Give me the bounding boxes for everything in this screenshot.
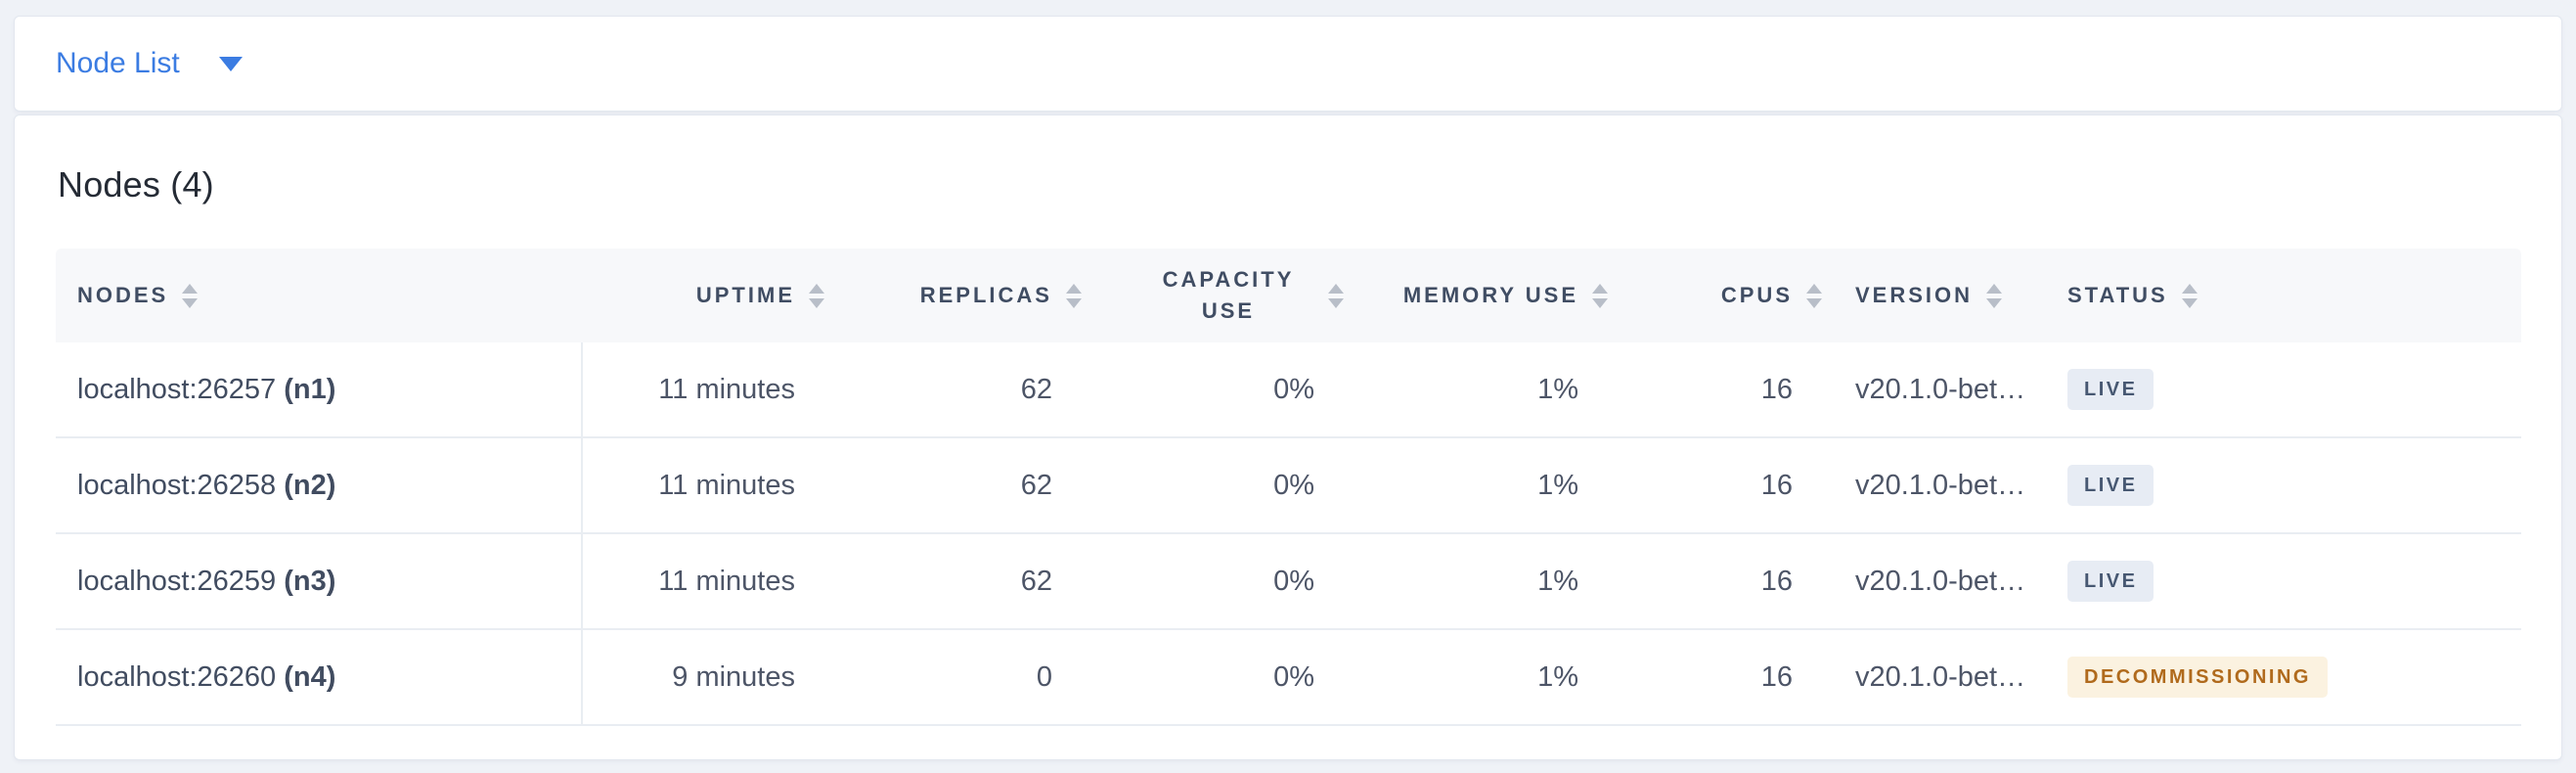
replicas-cell: 62 <box>824 534 1082 630</box>
nodes-table: NODES UPTIME REPLICAS CAPACITY USE MEMORY US… <box>56 249 2521 726</box>
sort-up-arrow-icon <box>1806 283 1822 294</box>
memory_use-cell: 1% <box>1344 630 1608 726</box>
cpus-cell: 16 <box>1608 630 1822 726</box>
sort-icon[interactable] <box>809 283 824 308</box>
node-address: localhost:26259 <box>77 565 285 597</box>
node-name-cell[interactable]: localhost:26257 (n1) <box>56 342 583 438</box>
sort-down-arrow-icon <box>2181 297 2198 308</box>
sort-down-arrow-icon <box>1066 297 1082 308</box>
column-label-capacity_use: CAPACITY USE <box>1162 267 1295 323</box>
column-header-cpus[interactable]: CPUS <box>1608 249 1822 342</box>
node-id: (n2) <box>284 469 336 501</box>
column-header-version[interactable]: VERSION <box>1822 249 2034 342</box>
sort-up-arrow-icon <box>182 283 199 294</box>
column-header-status[interactable]: STATUS <box>2034 249 2521 342</box>
sort-icon[interactable] <box>182 283 199 308</box>
sort-icon[interactable] <box>1328 283 1344 308</box>
node-name-cell[interactable]: localhost:26260 (n4) <box>56 630 583 726</box>
status-cell: LIVE <box>2034 534 2521 630</box>
uptime-cell: 11 minutes <box>583 342 824 438</box>
sort-up-arrow-icon <box>1328 283 1344 294</box>
column-label-status: STATUS <box>2067 283 2168 308</box>
memory_use-cell: 1% <box>1344 438 1608 534</box>
node-row[interactable]: localhost:26258 (n2) 11 minutes 62 0% 1% 16 v2… <box>56 438 2521 534</box>
sort-down-arrow-icon <box>182 297 199 308</box>
replicas-cell: 62 <box>824 342 1082 438</box>
sort-icon[interactable] <box>2181 283 2198 308</box>
status-badge: DECOMMISSIONING <box>2067 657 2328 698</box>
version-cell: v20.1.0-bet… <box>1822 438 2034 534</box>
column-header-memory_use[interactable]: MEMORY USE <box>1344 249 1608 342</box>
version-cell: v20.1.0-bet… <box>1822 630 2034 726</box>
column-label-replicas: REPLICAS <box>919 283 1052 308</box>
sort-icon[interactable] <box>1592 283 1608 308</box>
node-id: (n3) <box>284 565 336 597</box>
capacity_use-cell: 0% <box>1082 534 1344 630</box>
sort-up-arrow-icon <box>809 283 824 294</box>
sort-down-arrow-icon <box>809 297 824 308</box>
sort-up-arrow-icon <box>1066 283 1082 294</box>
column-label-version: VERSION <box>1855 283 1974 308</box>
sort-down-arrow-icon <box>1986 297 2003 308</box>
cpus-cell: 16 <box>1608 438 1822 534</box>
sort-down-arrow-icon <box>1328 297 1344 308</box>
memory_use-cell: 1% <box>1344 534 1608 630</box>
node-id: (n4) <box>284 660 336 693</box>
nodes-card: Nodes (4) NODES UPTIME REPLICAS CAPACITY US… <box>14 114 2562 760</box>
status-cell: LIVE <box>2034 438 2521 534</box>
node-id: (n1) <box>284 373 336 405</box>
capacity_use-cell: 0% <box>1082 342 1344 438</box>
sort-up-arrow-icon <box>2181 283 2198 294</box>
table-header-row: NODES UPTIME REPLICAS CAPACITY USE MEMORY US… <box>56 249 2521 342</box>
column-header-capacity_use[interactable]: CAPACITY USE <box>1082 249 1344 342</box>
status-badge: LIVE <box>2067 369 2154 410</box>
status-badge: LIVE <box>2067 465 2154 506</box>
uptime-cell: 11 minutes <box>583 534 824 630</box>
status-cell: LIVE <box>2034 342 2521 438</box>
nodes-count-title: Nodes (4) <box>58 164 214 205</box>
column-header-node[interactable]: NODES <box>56 249 583 342</box>
status-cell: DECOMMISSIONING <box>2034 630 2521 726</box>
status-badge: LIVE <box>2067 561 2154 602</box>
uptime-cell: 9 minutes <box>583 630 824 726</box>
view-selector-label: Node List <box>56 47 180 79</box>
view-selector-dropdown[interactable]: Node List <box>56 47 243 80</box>
node-row[interactable]: localhost:26259 (n3) 11 minutes 62 0% 1% 16 v2… <box>56 534 2521 630</box>
sort-up-arrow-icon <box>1592 283 1608 294</box>
node-address: localhost:26257 <box>77 373 285 405</box>
column-label-memory_use: MEMORY USE <box>1402 283 1578 308</box>
column-header-replicas[interactable]: REPLICAS <box>824 249 1082 342</box>
sort-icon[interactable] <box>1986 283 2003 308</box>
capacity_use-cell: 0% <box>1082 438 1344 534</box>
node-name-cell[interactable]: localhost:26259 (n3) <box>56 534 583 630</box>
version-cell: v20.1.0-bet… <box>1822 534 2034 630</box>
node-row[interactable]: localhost:26257 (n1) 11 minutes 62 0% 1% 16 v2… <box>56 342 2521 438</box>
replicas-cell: 0 <box>824 630 1082 726</box>
column-header-uptime[interactable]: UPTIME <box>583 249 824 342</box>
sort-icon[interactable] <box>1066 283 1082 308</box>
memory_use-cell: 1% <box>1344 342 1608 438</box>
replicas-cell: 62 <box>824 438 1082 534</box>
chevron-down-icon <box>218 56 243 71</box>
node-row[interactable]: localhost:26260 (n4) 9 minutes 0 0% 1% 16 v20.… <box>56 630 2521 726</box>
node-address: localhost:26260 <box>77 660 285 693</box>
sort-down-arrow-icon <box>1806 297 1822 308</box>
sort-down-arrow-icon <box>1592 297 1608 308</box>
cpus-cell: 16 <box>1608 342 1822 438</box>
cpus-cell: 16 <box>1608 534 1822 630</box>
node-address: localhost:26258 <box>77 469 285 501</box>
sort-icon[interactable] <box>1806 283 1822 308</box>
capacity_use-cell: 0% <box>1082 630 1344 726</box>
column-label-cpus: CPUS <box>1720 283 1793 308</box>
column-label-node: NODES <box>77 283 169 308</box>
column-label-uptime: UPTIME <box>695 283 795 308</box>
sort-up-arrow-icon <box>1986 283 2003 294</box>
view-selector-bar: Node List <box>14 16 2562 112</box>
version-cell: v20.1.0-bet… <box>1822 342 2034 438</box>
node-name-cell[interactable]: localhost:26258 (n2) <box>56 438 583 534</box>
uptime-cell: 11 minutes <box>583 438 824 534</box>
